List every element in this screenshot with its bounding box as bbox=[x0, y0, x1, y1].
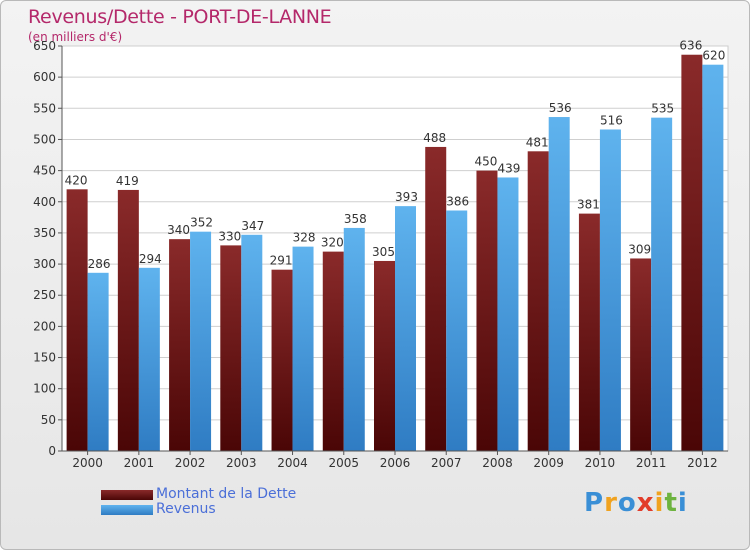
x-tick-label: 2007 bbox=[431, 456, 462, 470]
bar-revenus-2002 bbox=[190, 231, 212, 451]
data-label-debt-2000: 420 bbox=[65, 173, 88, 187]
chart-subtitle: (en milliers d'€) bbox=[28, 30, 123, 44]
data-label-debt-2005: 320 bbox=[321, 236, 344, 250]
data-label-debt-2008: 450 bbox=[475, 155, 498, 169]
proxiti-logo: Proxiti bbox=[584, 488, 688, 518]
y-tick-label: 300 bbox=[33, 257, 56, 271]
x-tick-label: 2006 bbox=[380, 456, 411, 470]
y-tick-label: 400 bbox=[33, 195, 56, 209]
data-label-revenus-2003: 347 bbox=[241, 219, 264, 233]
bar-debt-2006 bbox=[374, 260, 395, 451]
bar-revenus-2006 bbox=[395, 206, 416, 451]
y-tick-label: 650 bbox=[33, 39, 56, 53]
bar-revenus-2012 bbox=[702, 64, 724, 451]
data-label-revenus-2006: 393 bbox=[395, 190, 418, 204]
data-label-revenus-2007: 386 bbox=[446, 194, 469, 208]
y-tick-label: 450 bbox=[33, 164, 56, 178]
bar-revenus-2001 bbox=[138, 267, 160, 451]
y-tick-label: 100 bbox=[33, 382, 56, 396]
data-label-revenus-2005: 358 bbox=[344, 212, 367, 226]
legend-swatch-debt bbox=[101, 490, 153, 500]
bar-debt-2007 bbox=[425, 146, 447, 451]
data-label-revenus-2011: 535 bbox=[651, 102, 674, 116]
data-label-debt-2011: 309 bbox=[628, 242, 651, 256]
x-tick-label: 2001 bbox=[124, 456, 155, 470]
x-tick-label: 2011 bbox=[636, 456, 667, 470]
chart-title: Revenus/Dette - PORT-DE-LANNE bbox=[28, 6, 332, 28]
bar-debt-2005 bbox=[322, 251, 344, 451]
legend-label-debt: Montant de la Dette bbox=[156, 486, 297, 502]
logo-letter: t bbox=[664, 488, 678, 518]
y-tick-label: 500 bbox=[33, 132, 56, 146]
data-label-debt-2007: 488 bbox=[423, 131, 446, 145]
bar-debt-2003 bbox=[220, 245, 242, 451]
data-label-revenus-2008: 439 bbox=[498, 161, 521, 175]
bar-revenus-2000 bbox=[87, 272, 109, 451]
bar-revenus-2011 bbox=[651, 117, 673, 452]
bar-debt-2008 bbox=[476, 170, 498, 451]
y-tick-label: 250 bbox=[33, 288, 56, 302]
legend-label-revenus: Revenus bbox=[156, 501, 216, 517]
bar-revenus-2007 bbox=[446, 210, 468, 451]
legend-swatch-revenus bbox=[101, 505, 153, 515]
data-label-revenus-2012: 620 bbox=[702, 49, 725, 63]
logo-letter: i bbox=[654, 488, 665, 518]
bar-revenus-2004 bbox=[292, 246, 314, 451]
data-label-debt-2001: 419 bbox=[116, 174, 139, 188]
x-tick-label: 2009 bbox=[533, 456, 564, 470]
y-tick-label: 50 bbox=[41, 413, 56, 427]
y-tick-label: 200 bbox=[33, 319, 56, 333]
x-tick-label: 2005 bbox=[328, 456, 359, 470]
data-label-revenus-2004: 328 bbox=[293, 231, 316, 245]
bar-revenus-2005 bbox=[343, 227, 365, 451]
bar-revenus-2010 bbox=[599, 129, 621, 451]
x-tick-label: 2012 bbox=[687, 456, 718, 470]
data-label-revenus-2001: 294 bbox=[139, 252, 162, 266]
bar-debt-2011 bbox=[630, 258, 652, 451]
logo-letter: x bbox=[636, 488, 655, 518]
logo-letter: P bbox=[584, 488, 605, 518]
y-tick-label: 0 bbox=[48, 444, 56, 458]
y-tick-label: 350 bbox=[33, 226, 56, 240]
bar-revenus-2003 bbox=[241, 234, 263, 451]
y-tick-label: 600 bbox=[33, 70, 56, 84]
data-label-revenus-2010: 516 bbox=[600, 113, 623, 127]
data-label-debt-2006: 305 bbox=[372, 245, 395, 259]
bar-debt-2001 bbox=[117, 189, 139, 451]
x-tick-label: 2008 bbox=[482, 456, 513, 470]
logo-letter: o bbox=[617, 488, 637, 518]
x-tick-label: 2010 bbox=[585, 456, 616, 470]
data-label-revenus-2002: 352 bbox=[190, 216, 213, 230]
logo-letter: r bbox=[604, 488, 618, 518]
data-label-revenus-2009: 536 bbox=[549, 101, 572, 115]
data-label-debt-2010: 381 bbox=[577, 198, 600, 212]
y-tick-label: 150 bbox=[33, 351, 56, 365]
logo-letter: i bbox=[677, 488, 688, 518]
x-tick-label: 2002 bbox=[175, 456, 206, 470]
bar-debt-2010 bbox=[578, 213, 600, 451]
x-tick-label: 2004 bbox=[277, 456, 308, 470]
data-label-debt-2009: 481 bbox=[526, 135, 549, 149]
bar-debt-2009 bbox=[527, 151, 549, 452]
data-label-debt-2012: 636 bbox=[679, 39, 702, 53]
data-label-revenus-2000: 286 bbox=[88, 257, 111, 271]
data-label-debt-2004: 291 bbox=[270, 254, 293, 268]
data-label-debt-2003: 330 bbox=[218, 229, 241, 243]
data-label-debt-2002: 340 bbox=[167, 223, 190, 237]
bar-debt-2012 bbox=[681, 54, 703, 451]
bar-debt-2002 bbox=[169, 239, 191, 451]
x-tick-label: 2000 bbox=[72, 456, 103, 470]
bar-debt-2004 bbox=[271, 269, 293, 451]
bar-revenus-2009 bbox=[548, 117, 570, 452]
bar-revenus-2008 bbox=[497, 177, 519, 451]
y-tick-label: 550 bbox=[33, 101, 56, 115]
bar-debt-2000 bbox=[66, 189, 88, 452]
x-tick-label: 2003 bbox=[226, 456, 257, 470]
